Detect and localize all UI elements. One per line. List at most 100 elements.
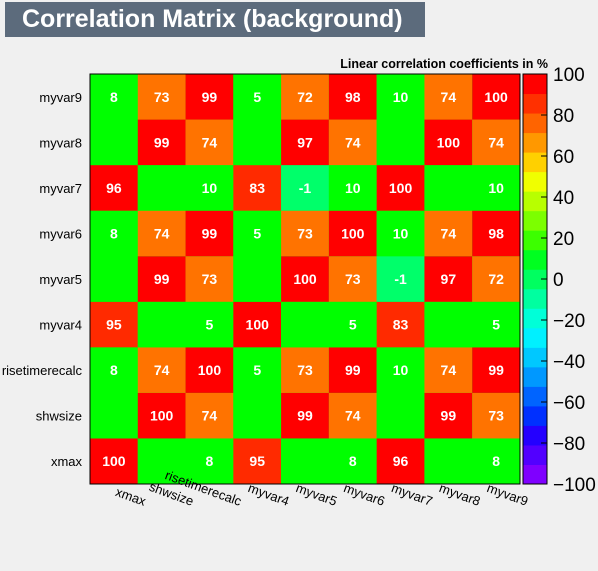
heatmap-cell bbox=[137, 347, 186, 393]
cell-value-label: 8 bbox=[110, 362, 118, 378]
cell-value-label: 72 bbox=[297, 89, 313, 105]
cell-value-label: 72 bbox=[488, 271, 504, 287]
cell-value-label: 8 bbox=[349, 453, 357, 469]
colorbar-segment bbox=[523, 327, 547, 348]
x-tick-label: xmax bbox=[114, 484, 149, 509]
heatmap-cell bbox=[328, 301, 377, 348]
heatmap-cell bbox=[185, 301, 234, 348]
colorbar-tick-label: −40 bbox=[553, 352, 585, 373]
colorbar-segment bbox=[523, 464, 547, 485]
cell-value-label: 96 bbox=[393, 453, 409, 469]
colorbar-tick-label: 0 bbox=[553, 270, 564, 291]
heatmap-cell bbox=[376, 392, 425, 439]
cell-value-label: 10 bbox=[393, 89, 409, 105]
heatmap-cell bbox=[424, 210, 473, 257]
heatmap-cell bbox=[137, 392, 186, 439]
heatmap-cell bbox=[137, 438, 186, 484]
heatmap-cell bbox=[281, 301, 329, 348]
cell-value-label: 95 bbox=[106, 317, 122, 333]
colorbar-tick-label: −100 bbox=[553, 475, 596, 496]
heatmap-cell bbox=[472, 210, 520, 257]
heatmap-cell bbox=[472, 119, 520, 166]
cell-value-label: 8 bbox=[110, 89, 118, 105]
heatmap-cells: 100 8 95 8 96 8 100 74 99 74 99 73 8 74 100 5 73 99 10 74 99… bbox=[89, 73, 521, 485]
cell-value-label: 5 bbox=[206, 317, 214, 333]
heatmap-cell bbox=[233, 74, 282, 120]
colorbar-segment bbox=[523, 308, 547, 329]
cell-value-label: 98 bbox=[345, 89, 361, 105]
heatmap-cell bbox=[424, 347, 473, 393]
cell-value-label: 74 bbox=[345, 134, 361, 150]
cell-value-label: 99 bbox=[345, 362, 361, 378]
heatmap-cell bbox=[90, 119, 138, 166]
cell-value-label: 10 bbox=[488, 180, 504, 196]
cell-value-label: 74 bbox=[154, 225, 170, 241]
colorbar-segment bbox=[523, 191, 547, 212]
cell-value-label: 5 bbox=[492, 317, 500, 333]
window-title: Correlation Matrix (background) bbox=[22, 5, 403, 33]
cell-value-label: 99 bbox=[297, 408, 313, 424]
cell-value-label: 74 bbox=[202, 408, 218, 424]
heatmap-cell bbox=[376, 165, 425, 211]
color-scale-bar: 100 80 60 40 20 0 −20 −40 −60 −80 −100 bbox=[522, 65, 596, 496]
heatmap-cell bbox=[233, 165, 282, 211]
cell-value-label: 8 bbox=[206, 453, 214, 469]
colorbar-segment bbox=[523, 171, 547, 192]
y-axis-labels: xmax shwsize risetimerecalc myvar4 myvar5 myv… bbox=[2, 90, 83, 469]
cell-value-label: 100 bbox=[198, 362, 222, 378]
cell-value-label: 99 bbox=[202, 89, 218, 105]
heatmap-cell bbox=[328, 210, 377, 257]
heatmap-cell bbox=[137, 256, 186, 302]
cell-value-label: 100 bbox=[246, 317, 270, 333]
heatmap-cell bbox=[185, 392, 234, 439]
heatmap-cell bbox=[328, 438, 377, 484]
heatmap-cell bbox=[281, 392, 329, 439]
cell-value-label: 8 bbox=[110, 225, 118, 241]
plot-frame bbox=[89, 73, 521, 485]
heatmap-cell bbox=[137, 74, 186, 120]
heatmap-cell bbox=[281, 347, 329, 393]
cell-value-label: 97 bbox=[297, 134, 313, 150]
cell-value-label: 95 bbox=[249, 453, 265, 469]
cell-value-label: 74 bbox=[345, 408, 361, 424]
cell-value-label: 73 bbox=[154, 89, 170, 105]
heatmap-cell bbox=[185, 210, 234, 257]
colorbar-tick-label: 20 bbox=[553, 229, 574, 250]
cell-value-label: 5 bbox=[253, 225, 261, 241]
y-tick-label: xmax bbox=[51, 454, 83, 469]
heatmap-cell bbox=[137, 165, 186, 211]
cell-value-label: 100 bbox=[484, 89, 508, 105]
heatmap-cell bbox=[376, 301, 425, 348]
cell-value-label: 99 bbox=[202, 225, 218, 241]
cell-value-label: 100 bbox=[293, 271, 317, 287]
cell-value-label: -1 bbox=[299, 180, 312, 196]
heatmap-cell bbox=[90, 438, 138, 484]
y-tick-label: myvar9 bbox=[39, 90, 82, 105]
cell-value-label: 99 bbox=[441, 408, 457, 424]
cell-value-label: 83 bbox=[393, 317, 409, 333]
heatmap-cell bbox=[328, 392, 377, 439]
heatmap-cell bbox=[233, 301, 282, 348]
y-tick-label: myvar7 bbox=[39, 181, 82, 196]
heatmap-cell bbox=[137, 301, 186, 348]
heatmap-cell bbox=[233, 119, 282, 166]
colorbar-segment bbox=[523, 230, 547, 251]
heatmap-cell bbox=[90, 74, 138, 120]
heatmap-cell bbox=[376, 256, 425, 302]
cell-value-label: 83 bbox=[249, 180, 265, 196]
heatmap-cell bbox=[376, 438, 425, 484]
colorbar-tick-label: 60 bbox=[553, 147, 574, 168]
colorbar-tick-label: 40 bbox=[553, 188, 574, 209]
heatmap-cell bbox=[281, 165, 329, 211]
heatmap-cell bbox=[376, 74, 425, 120]
heatmap-cell bbox=[472, 301, 520, 348]
cell-value-label: 5 bbox=[253, 89, 261, 105]
heatmap-cell bbox=[90, 301, 138, 348]
y-tick-label: shwsize bbox=[36, 409, 82, 424]
y-tick-label: myvar6 bbox=[39, 226, 82, 241]
cell-value-label: 100 bbox=[341, 225, 365, 241]
heatmap-cell bbox=[472, 347, 520, 393]
cell-value-label: 5 bbox=[349, 317, 357, 333]
heatmap-cell bbox=[281, 438, 329, 484]
